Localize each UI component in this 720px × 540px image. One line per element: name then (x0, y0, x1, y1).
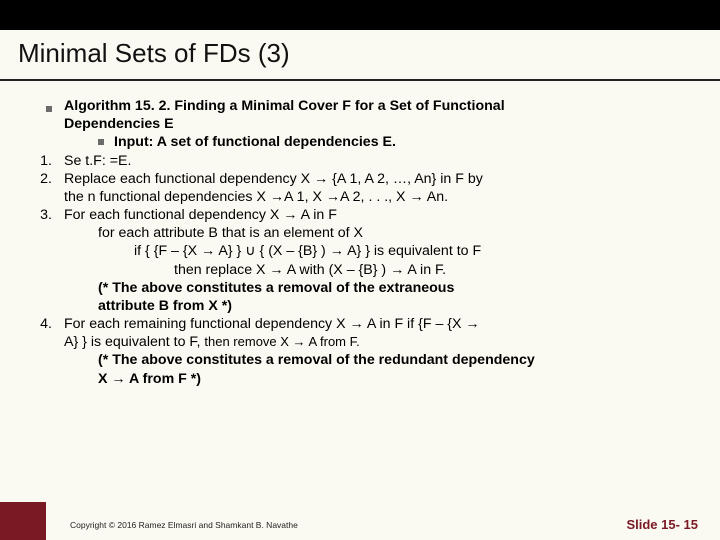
s4-l2a: A} } is equivalent to F, (64, 334, 204, 350)
step-4: 4. For each remaining functional depende… (22, 315, 698, 388)
step-2: 2. Replace each functional dependency X … (22, 170, 698, 206)
intro-sub-text: Input: A set of functional dependencies … (114, 134, 396, 150)
s3-l1: For each functional dependency X → A in … (64, 207, 337, 223)
intro-line1: Algorithm 15. 2. Finding a Minimal Cover… (64, 98, 505, 114)
slide-content: Algorithm 15. 2. Finding a Minimal Cover… (0, 81, 720, 388)
s4-note2b: A (126, 371, 143, 387)
step-num: 1. (22, 152, 64, 170)
bullet-icon (22, 97, 64, 152)
s2-l2: the n functional dependencies X →A 1, X … (64, 189, 448, 205)
s2-l1: Replace each functional dependency X → {… (64, 171, 483, 187)
bullet-icon (98, 139, 104, 145)
s4-note2: X → A from F *) (64, 371, 201, 387)
slide-title: Minimal Sets of FDs (3) (0, 30, 720, 81)
step-num: 4. (22, 315, 64, 388)
top-bar (0, 0, 720, 30)
s4-note2c: from F *) (143, 371, 201, 387)
footer: Copyright © 2016 Ramez Elmasri and Shamk… (0, 512, 720, 540)
s3-note1: (* The above constitutes a removal of th… (64, 280, 454, 296)
step-1: 1. Se t.F: =E. (22, 152, 698, 170)
s3-note2: attribute B from X *) (64, 298, 232, 314)
intro-sub: Input: A set of functional dependencies … (64, 133, 698, 151)
step-text: Replace each functional dependency X → {… (64, 170, 698, 206)
step-3: 3. For each functional dependency X → A … (22, 206, 698, 315)
intro-line2: Dependencies E (64, 116, 174, 132)
copyright-text: Copyright © 2016 Ramez Elmasri and Shamk… (70, 520, 298, 530)
s4-l2b: then remove X → A from F. (204, 334, 359, 349)
accent-block (0, 502, 46, 540)
step-num: 2. (22, 170, 64, 206)
s4-note1: (* The above constitutes a removal of th… (64, 352, 535, 368)
intro-row: Algorithm 15. 2. Finding a Minimal Cover… (22, 97, 698, 152)
step-text: For each remaining functional dependency… (64, 315, 698, 388)
slide-number: Slide 15- 15 (626, 517, 698, 532)
step-text: Se t.F: =E. (64, 152, 698, 170)
s3-l3: if { {F – {X → A} } ∪ { (X – {B} ) → A} … (64, 243, 481, 259)
s3-l4: then replace X → A with (X – {B} ) → A i… (64, 262, 446, 278)
s3-l2: for each attribute B that is an element … (64, 225, 363, 241)
s4-l1: For each remaining functional dependency… (64, 316, 480, 332)
s4-note2a: X (98, 371, 111, 387)
step-text: For each functional dependency X → A in … (64, 206, 698, 315)
step-num: 3. (22, 206, 64, 315)
intro-text: Algorithm 15. 2. Finding a Minimal Cover… (64, 97, 698, 152)
arrow-icon: → (111, 371, 125, 387)
